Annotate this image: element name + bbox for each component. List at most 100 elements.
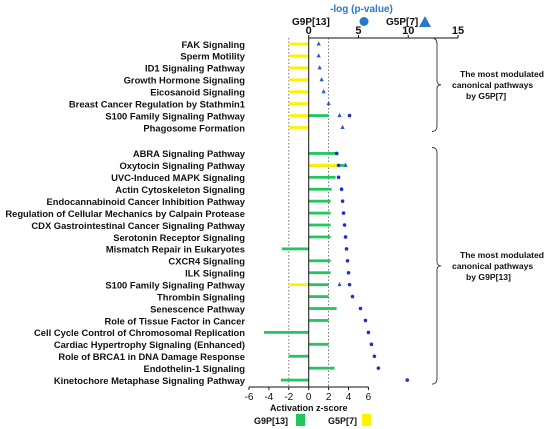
bottom-tick-label: 6 <box>366 392 372 403</box>
bar-g9p13 <box>288 354 309 358</box>
point-g5p7 <box>316 41 321 46</box>
legend-swatch-g9p13 <box>296 414 305 426</box>
point-g9p13 <box>346 270 351 275</box>
bar-g9p13 <box>281 247 309 251</box>
bar-g9p13 <box>308 366 335 370</box>
bars <box>263 42 345 382</box>
category-label: Endothelin-1 Signaling <box>143 363 245 374</box>
bottom-axis-title: Activation z-score <box>270 403 348 413</box>
point-g5p7 <box>317 65 322 70</box>
point-g9p13 <box>336 163 341 168</box>
top-legend-label-g9p13: G9P[13] <box>292 17 330 28</box>
category-label: CXCR4 Signaling <box>168 256 245 267</box>
group-annotation-line: canonical pathways <box>452 80 533 90</box>
bar-g5p7 <box>288 102 309 106</box>
point-g9p13 <box>340 199 345 203</box>
bar-g9p13 <box>263 330 309 334</box>
point-g9p13 <box>358 306 363 311</box>
top-legend-label-g5p7: G5P[7] <box>386 17 418 28</box>
axes: 0 5 10 15 -log (p-value) -6 -4 -2 0 2 4 6 Activation… <box>245 4 465 413</box>
category-label: Cell Cycle Control of Chromosomal Replic… <box>34 327 245 338</box>
point-g5p7 <box>316 53 321 58</box>
point-g5p7 <box>326 100 331 106</box>
bar-g9p13 <box>308 187 332 191</box>
point-g5p7 <box>319 77 324 82</box>
bar-g9p13 <box>308 199 331 203</box>
bar-g5p7 <box>288 42 309 46</box>
bar-g9p13 <box>308 342 329 346</box>
bar-g9p13 <box>308 223 331 227</box>
point-g9p13 <box>336 175 341 180</box>
bottom-tick-label: -2 <box>284 392 293 403</box>
category-label: S100 Family Signaling Pathway <box>105 279 245 290</box>
category-label: Cardiac Hypertrophy Signaling (Enhanced) <box>54 339 245 350</box>
bottom-tick-label: 2 <box>326 392 332 403</box>
category-label: Thrombin Signaling <box>157 291 245 302</box>
bar-g5p7 <box>288 54 309 58</box>
bar-g9p13 <box>308 319 329 322</box>
bottom-tick-label: 4 <box>346 392 352 403</box>
point-g9p13 <box>350 294 355 299</box>
bar-g9p13 <box>308 283 329 287</box>
point-g5p7 <box>321 89 326 94</box>
point-g9p13 <box>376 366 381 370</box>
category-label: S100 Family Signaling Pathway <box>105 110 245 121</box>
category-label: ABRA Signaling Pathway <box>133 148 246 159</box>
category-label: Regulation of Cellular Mechanics by Calp… <box>5 208 245 219</box>
point-g5p7 <box>340 124 345 130</box>
legends: G9P[13] G5P[7] G9P[13] G5P[7] <box>254 16 431 426</box>
bar-g9p13 <box>308 114 329 117</box>
point-g9p13 <box>343 235 348 239</box>
bottom-tick-label: -4 <box>264 392 273 403</box>
top-axis-title: -log (p-value) <box>330 4 393 15</box>
group-annotation-line: The most modulated <box>460 250 544 260</box>
category-label: Role of BRCA1 in DNA Damage Response <box>58 351 245 362</box>
category-label: ID1 Signaling Pathway <box>145 63 246 74</box>
reference-lines <box>288 38 330 387</box>
category-label: Serotonin Receptor Signaling <box>113 232 245 243</box>
category-label: Senescence Pathway <box>150 303 246 314</box>
group-annotation-line: canonical pathways <box>452 261 533 271</box>
category-label: Actin Cytoskeleton Signaling <box>115 184 245 195</box>
group-bracket <box>431 37 442 132</box>
point-g9p13 <box>342 223 347 227</box>
category-label: ILK Signaling <box>185 268 245 279</box>
point-g9p13 <box>345 259 350 263</box>
category-label: Sperm Motility <box>180 51 245 62</box>
point-g9p13 <box>347 282 352 287</box>
point-g9p13 <box>347 113 352 118</box>
category-label: Endocannabinoid Cancer Inhibition Pathwa… <box>47 196 246 207</box>
legend-swatch-g5p7 <box>362 414 371 426</box>
bottom-tick-label: 0 <box>306 392 312 403</box>
bar-g5p7 <box>288 90 309 94</box>
bar-g5p7 <box>308 163 339 167</box>
top-legend-circle-marker <box>359 17 369 26</box>
group-annotation-line: by G5P[7] <box>466 91 506 101</box>
point-g5p7 <box>343 162 348 167</box>
category-label: Kinetochore Metaphase Signaling Pathway <box>54 375 246 386</box>
point-g9p13 <box>363 318 368 323</box>
point-g9p13 <box>366 330 371 335</box>
bar-g5p7 <box>288 114 309 117</box>
point-g9p13 <box>405 378 410 382</box>
top-tick-label: 0 <box>306 25 312 37</box>
category-label: Phagosome Formation <box>143 122 245 133</box>
point-g5p7 <box>337 281 342 287</box>
top-tick-label: 5 <box>355 25 361 37</box>
point-g9p13 <box>341 211 346 215</box>
group-bracket <box>431 146 442 385</box>
category-label: CDX Gastrointestinal Cancer Signaling Pa… <box>31 220 245 231</box>
category-label: Breast Cancer Regulation by Stathmin1 <box>69 98 245 109</box>
legend-label-g5p7: G5P[7] <box>328 416 357 426</box>
category-label: FAK Signaling <box>181 39 245 50</box>
top-legend-triangle-marker <box>419 16 431 27</box>
group-annotation-line: by G9P[13] <box>466 272 511 282</box>
point-g9p13 <box>372 354 377 359</box>
bar-g5p7 <box>288 283 309 287</box>
bar-g5p7 <box>288 78 309 82</box>
group-annotation-line: The most modulated <box>460 69 544 79</box>
category-label: Role of Tissue Factor in Cancer <box>105 315 246 326</box>
